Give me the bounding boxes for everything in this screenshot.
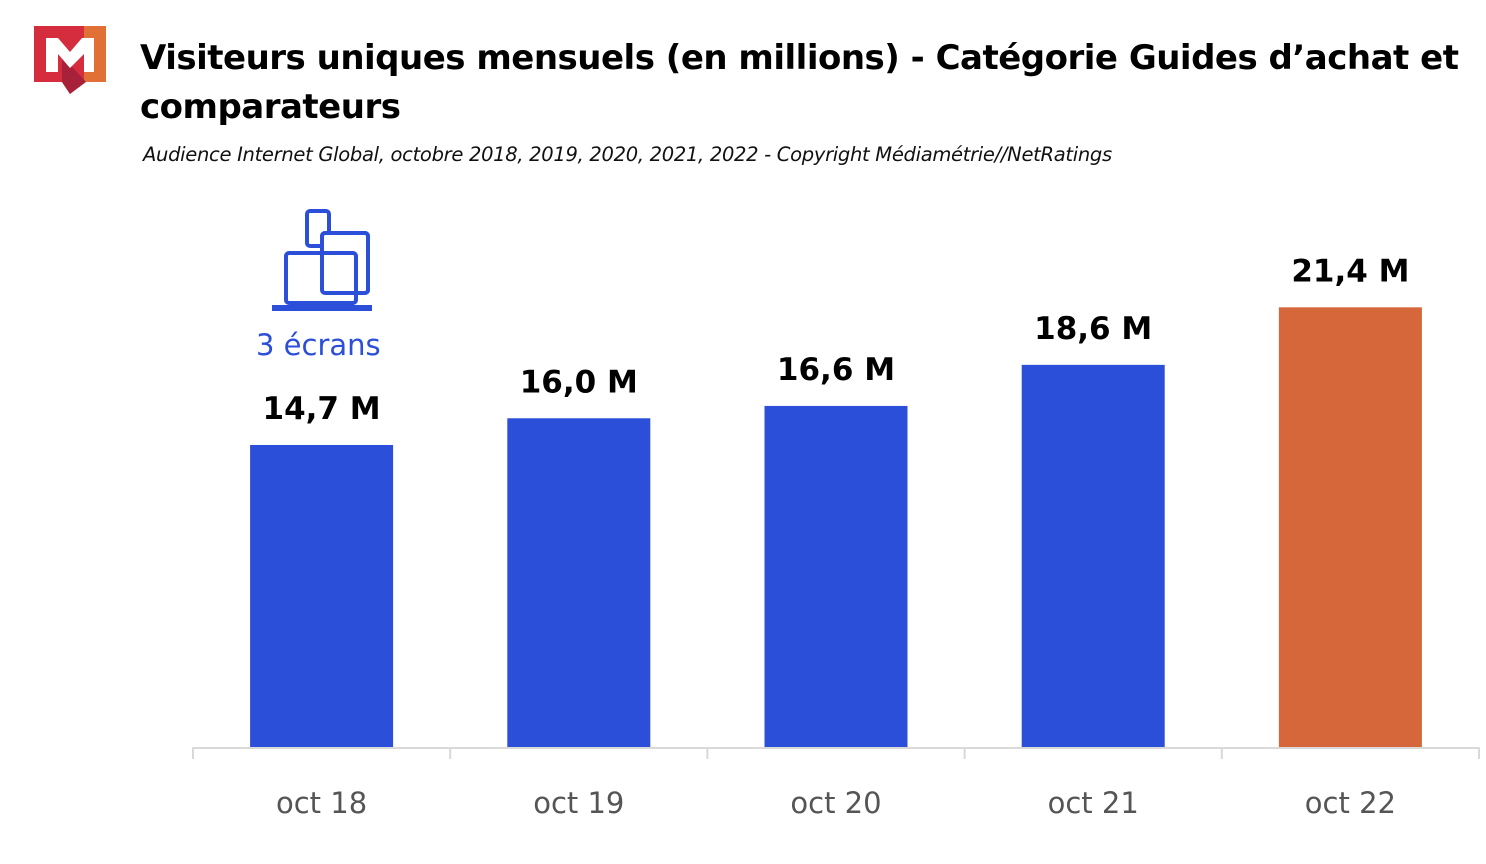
bar-oct-18 [250,444,394,747]
data-label: 14,7 M [263,391,381,427]
screens-label: 3 écrans [256,328,381,362]
data-label: 18,6 M [1034,311,1152,347]
data-label: 21,4 M [1291,253,1409,289]
x-tick-label: oct 20 [790,786,881,820]
x-tick-label: oct 22 [1305,786,1396,820]
bar-oct-20 [764,405,908,747]
x-tick-label: oct 19 [533,786,624,820]
mediametrie-logo [34,26,106,94]
x-tick-label: oct 21 [1048,786,1139,820]
data-label: 16,0 M [520,364,638,400]
chart-title: Visiteurs uniques mensuels (en millions)… [140,38,1459,127]
bar-oct-19 [507,418,651,747]
x-tick-label: oct 18 [276,786,367,820]
bar-oct-21 [1021,364,1165,747]
devices-icon [272,209,372,311]
chart-subtitle: Audience Internet Global, octobre 2018, … [143,143,1112,166]
bar-oct-22 [1278,307,1422,747]
data-label: 16,6 M [777,352,895,388]
